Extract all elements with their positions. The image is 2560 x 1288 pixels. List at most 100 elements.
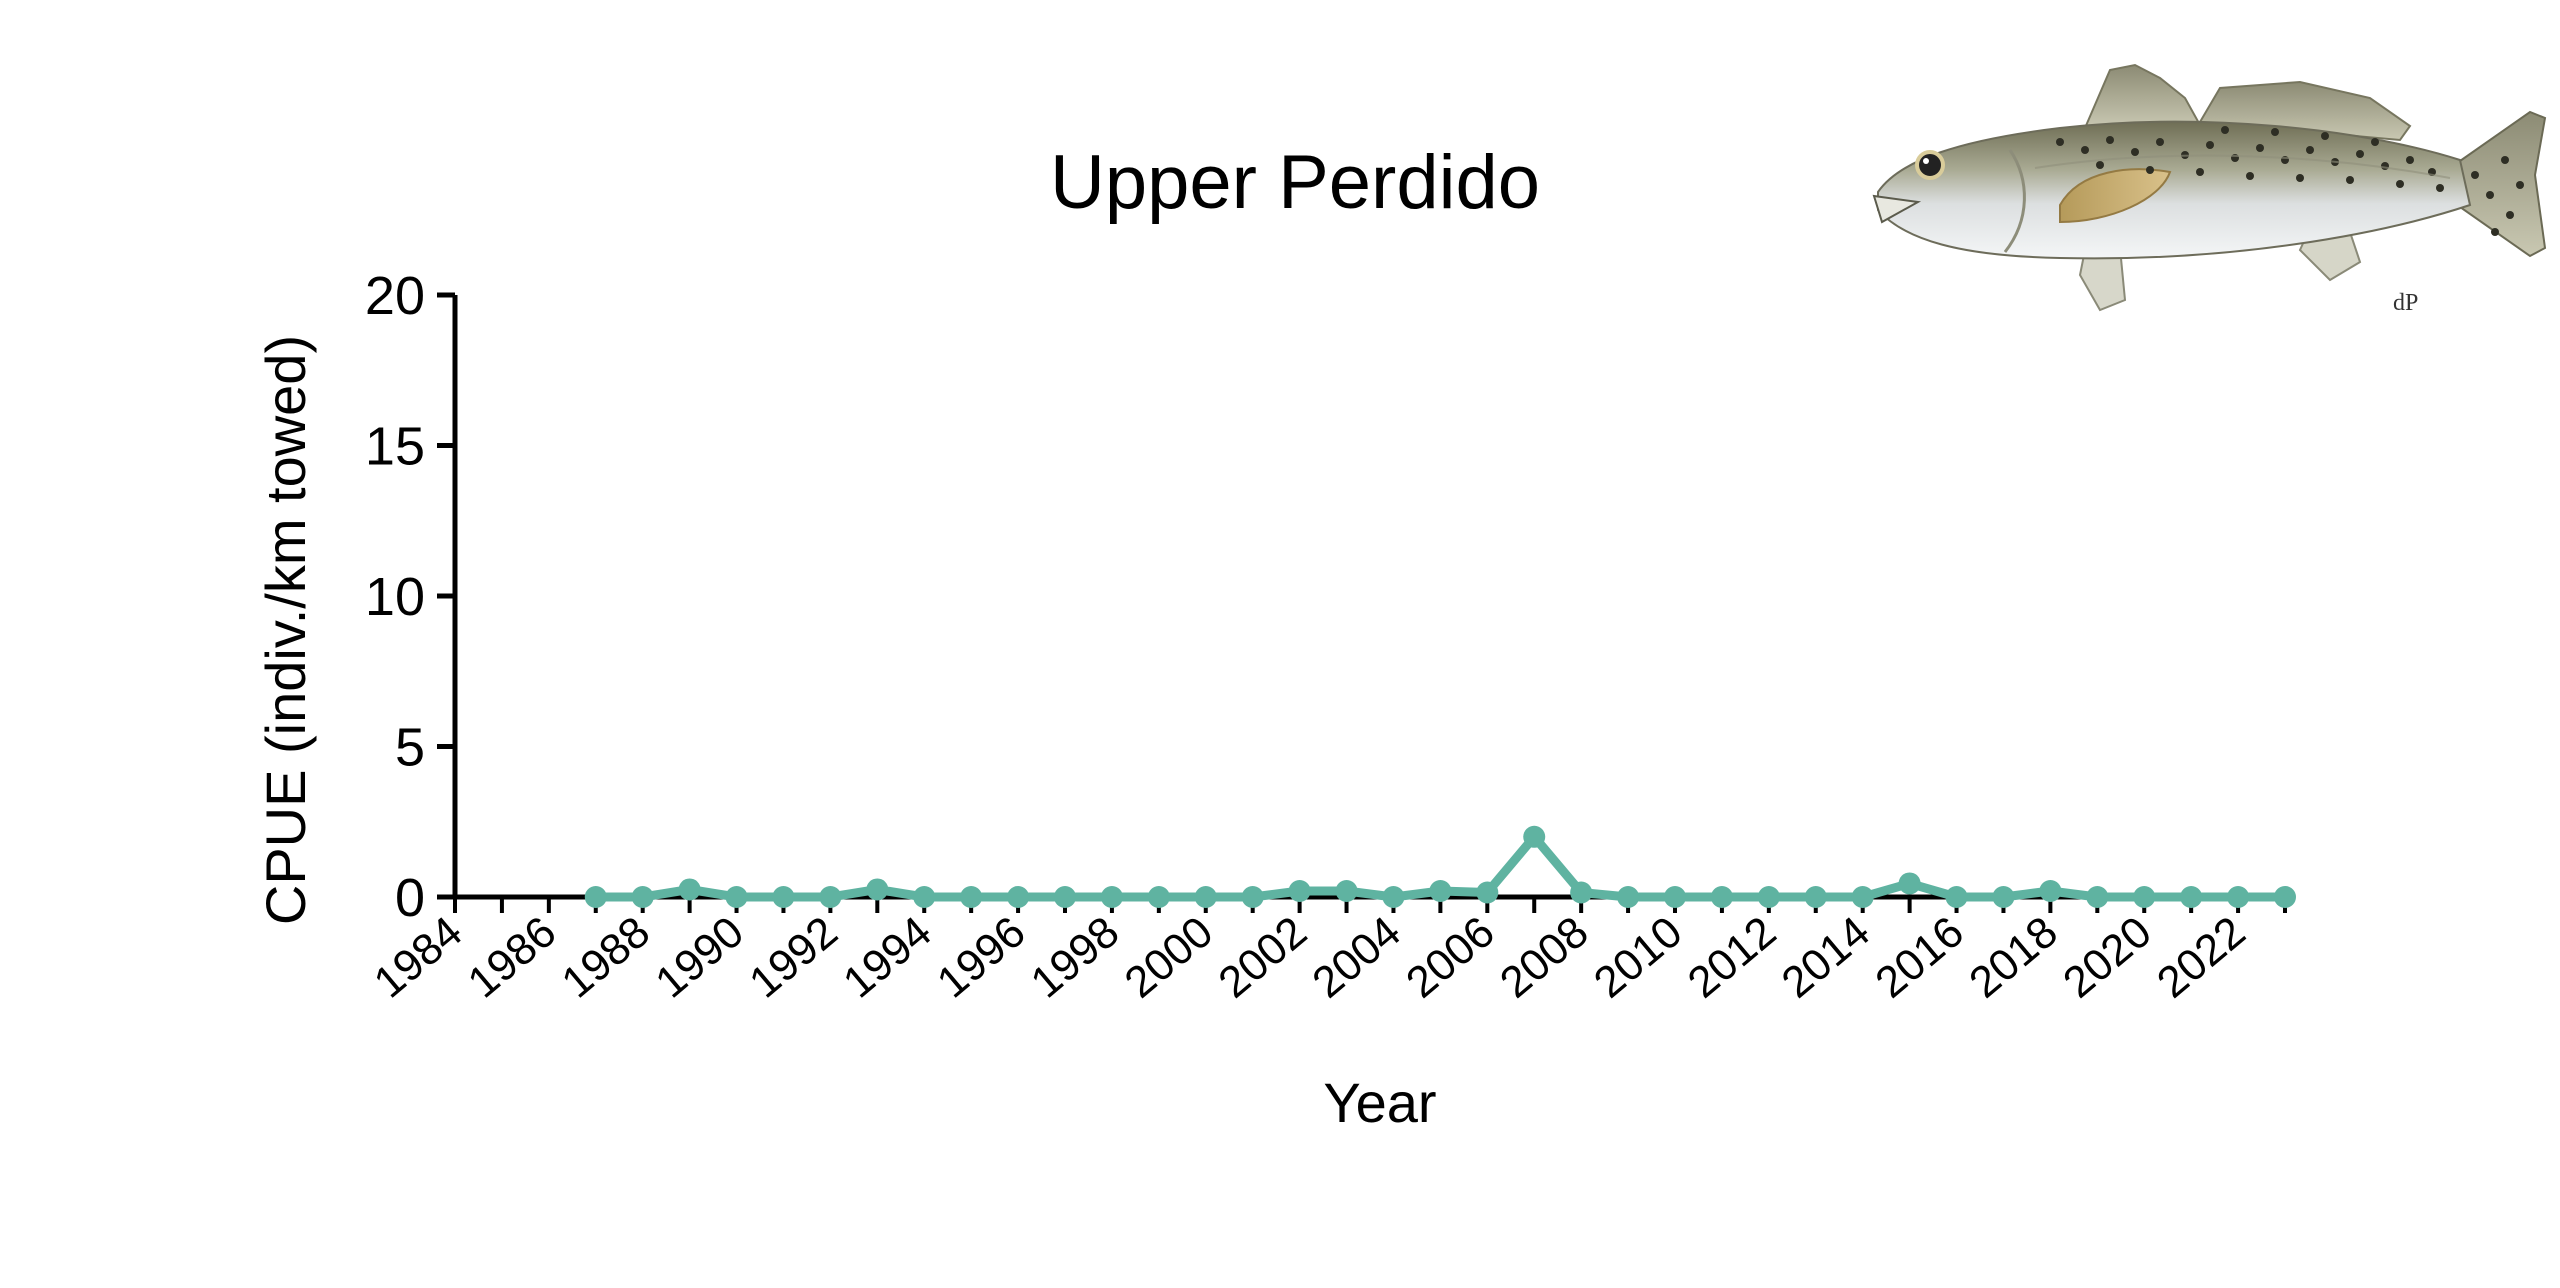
- y-tick-label: 5: [395, 718, 425, 778]
- fish-spot: [2246, 172, 2254, 180]
- data-point: [866, 878, 889, 901]
- x-tick-label: 2018: [1960, 907, 2066, 1007]
- x-tick-label: 2000: [1116, 907, 1222, 1007]
- fish-spot: [2321, 132, 2329, 140]
- data-point: [1054, 886, 1076, 908]
- fish-spot: [2131, 148, 2139, 156]
- fish-spot: [2146, 166, 2154, 174]
- data-point: [1617, 886, 1640, 908]
- series-layer: [584, 825, 2296, 908]
- data-point: [584, 886, 607, 908]
- fish-spot: [2491, 228, 2499, 236]
- data-point: [819, 886, 842, 908]
- fish-spot: [2396, 180, 2404, 188]
- fish-spot: [2196, 168, 2204, 176]
- y-tick-label: 20: [365, 266, 425, 326]
- data-point: [1194, 886, 1217, 908]
- y-axis-label: CPUE (indiv./km towed): [254, 335, 317, 925]
- data-point: [1335, 879, 1358, 902]
- data-point: [2180, 886, 2203, 908]
- chart-title: Upper Perdido: [1050, 140, 1540, 225]
- fish-spot: [2501, 156, 2509, 164]
- fish-spot: [2081, 146, 2089, 154]
- fish-spot: [2471, 171, 2479, 179]
- x-tick-label: 1998: [1022, 907, 1128, 1007]
- spotted-seatrout-illustration: dP: [1872, 63, 2547, 316]
- x-tick-label: 2016: [1866, 907, 1972, 1007]
- data-point: [1945, 886, 1968, 908]
- y-axis-ticks: 0 5 10 15 20: [365, 266, 455, 928]
- data-point: [1664, 886, 1686, 908]
- x-tick-label: 1990: [646, 907, 752, 1007]
- data-point: [1898, 872, 1921, 895]
- fish-spot: [2106, 136, 2114, 144]
- x-axis-ticks: 1984198619881990199219941996199820002002…: [365, 897, 2287, 1008]
- fish-spot: [2406, 156, 2414, 164]
- x-tick-label: 1988: [553, 907, 659, 1007]
- data-point: [1429, 879, 1452, 902]
- data-point: [1382, 886, 1405, 908]
- fish-spot: [2346, 176, 2354, 184]
- x-tick-label: 1992: [740, 907, 846, 1007]
- fish-spot: [2506, 211, 2514, 219]
- fish-spot: [2306, 146, 2314, 154]
- data-point: [2227, 886, 2250, 908]
- data-point: [1147, 886, 1170, 908]
- data-point: [1851, 886, 1874, 908]
- x-tick-label: 1994: [834, 907, 940, 1007]
- y-tick-label: 10: [365, 567, 425, 627]
- y-tick-label: 15: [365, 417, 425, 477]
- x-tick-label: 2014: [1773, 907, 1879, 1007]
- x-tick-label: 1986: [459, 907, 565, 1007]
- x-tick-label: 2012: [1679, 907, 1785, 1007]
- data-point: [1241, 886, 1264, 908]
- data-point: [1804, 886, 1827, 908]
- data-point: [2274, 886, 2296, 908]
- data-point: [1007, 886, 1030, 908]
- data-point: [2039, 879, 2062, 902]
- data-point: [1288, 879, 1311, 902]
- illustration-signature: dP: [2393, 290, 2418, 316]
- x-tick-label: 2020: [2054, 907, 2160, 1007]
- data-point: [1710, 886, 1733, 908]
- data-point: [913, 886, 936, 908]
- data-point: [631, 886, 654, 908]
- fish-spot: [2436, 184, 2444, 192]
- fish-spot: [2296, 174, 2304, 182]
- data-point: [725, 886, 748, 908]
- x-tick-label: 2008: [1491, 907, 1597, 1007]
- fish-spot: [2156, 138, 2164, 146]
- x-tick-label: 2006: [1397, 907, 1503, 1007]
- fish-spot: [2271, 128, 2279, 136]
- x-tick-label: 2022: [2148, 907, 2254, 1007]
- fish-spot: [2371, 138, 2379, 146]
- fish-spot: [2056, 138, 2064, 146]
- data-point: [678, 878, 701, 901]
- x-tick-label: 2010: [1585, 907, 1691, 1007]
- fish-spot: [2096, 161, 2104, 169]
- x-axis-label: Year: [1323, 1071, 1436, 1134]
- chart-axes: [452, 295, 2285, 900]
- x-tick-label: 2004: [1303, 907, 1409, 1007]
- fish-spot: [2221, 126, 2229, 134]
- data-point: [2133, 886, 2156, 908]
- data-point: [1523, 825, 1546, 848]
- x-tick-label: 2002: [1210, 907, 1316, 1007]
- data-point: [960, 886, 983, 908]
- fish-spot: [2206, 141, 2214, 149]
- data-point: [1570, 881, 1593, 904]
- data-point: [1757, 886, 1780, 908]
- data-point: [1992, 886, 2015, 908]
- y-tick-label: 0: [395, 868, 425, 928]
- fish-spot: [2516, 181, 2524, 189]
- data-point: [1100, 886, 1123, 908]
- data-point: [2086, 886, 2109, 908]
- data-point: [772, 886, 795, 908]
- fish-spot: [2486, 191, 2494, 199]
- data-point: [1476, 881, 1499, 904]
- x-tick-label: 1996: [928, 907, 1034, 1007]
- fish-spot: [2256, 144, 2264, 152]
- fish-spot: [2356, 150, 2364, 158]
